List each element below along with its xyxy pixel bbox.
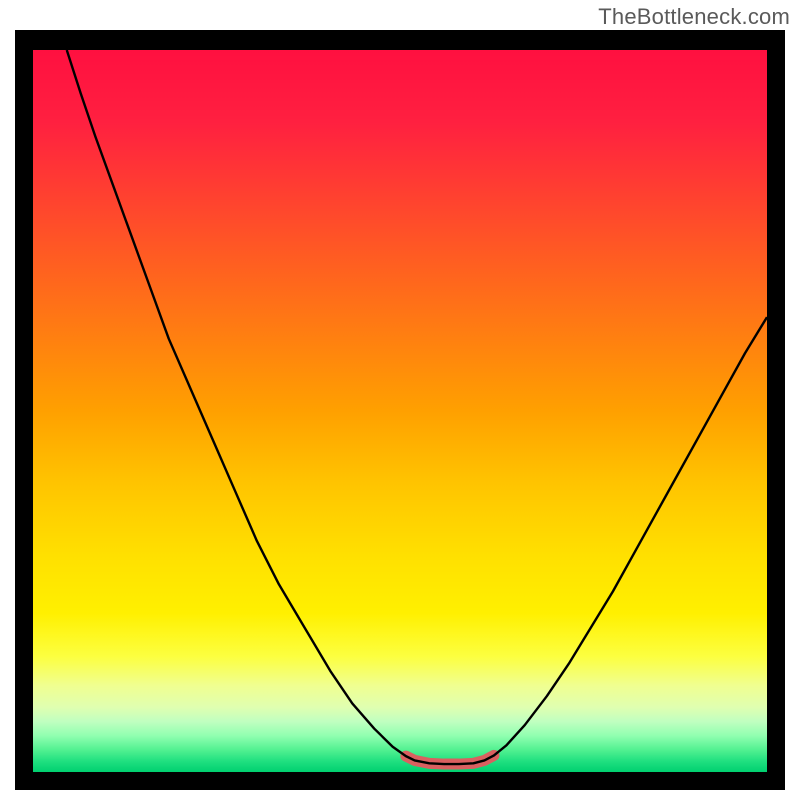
curve-layer [33, 50, 767, 772]
plot-frame [15, 30, 785, 790]
watermark-text: TheBottleneck.com [598, 4, 790, 30]
bottleneck-curve [67, 50, 767, 764]
highlight-segment [406, 755, 494, 764]
